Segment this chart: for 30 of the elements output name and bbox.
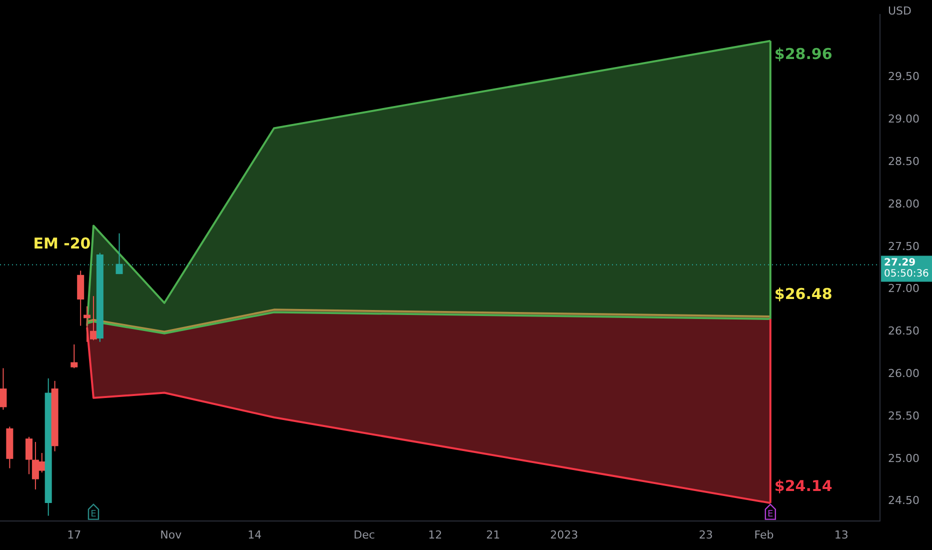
ref-line-label: 27.29	[884, 257, 916, 268]
annotation: E	[90, 510, 97, 520]
y-tick-label: 27.50	[888, 240, 920, 253]
annotation: EM -20	[33, 234, 91, 252]
annotation: $24.14	[774, 476, 832, 495]
annotation: E	[768, 510, 774, 520]
y-tick-label: 24.50	[888, 494, 920, 508]
y-tick-label: 28.00	[888, 197, 920, 210]
annotation: $26.48	[774, 284, 832, 303]
y-tick-label: 27.00	[888, 282, 920, 296]
y-tick-label: 25.50	[888, 409, 920, 422]
y-tick-label: 29.00	[888, 112, 920, 126]
x-tick-label: Feb	[754, 528, 774, 542]
y-tick-label: 25.00	[888, 452, 920, 465]
x-tick-label: 21	[486, 528, 500, 542]
x-tick-label: 17	[67, 528, 82, 542]
x-tick-label: Nov	[160, 528, 182, 542]
y-tick-label: 28.50	[888, 154, 920, 168]
x-tick-label: 23	[698, 528, 713, 542]
y-axis-title: USD	[888, 4, 912, 18]
annotation: $28.96	[774, 44, 832, 63]
text: 05:50:36	[884, 268, 929, 280]
x-tick-label: Dec	[354, 528, 375, 542]
x-tick-label: 13	[834, 528, 848, 542]
x-tick-label: 14	[248, 528, 262, 542]
y-tick-label: 29.50	[888, 70, 920, 84]
y-tick-label: 26.00	[888, 366, 920, 380]
x-tick-label: 12	[428, 528, 442, 542]
x-tick-label: 2023	[550, 528, 578, 542]
y-tick-label: 26.50	[888, 324, 920, 338]
